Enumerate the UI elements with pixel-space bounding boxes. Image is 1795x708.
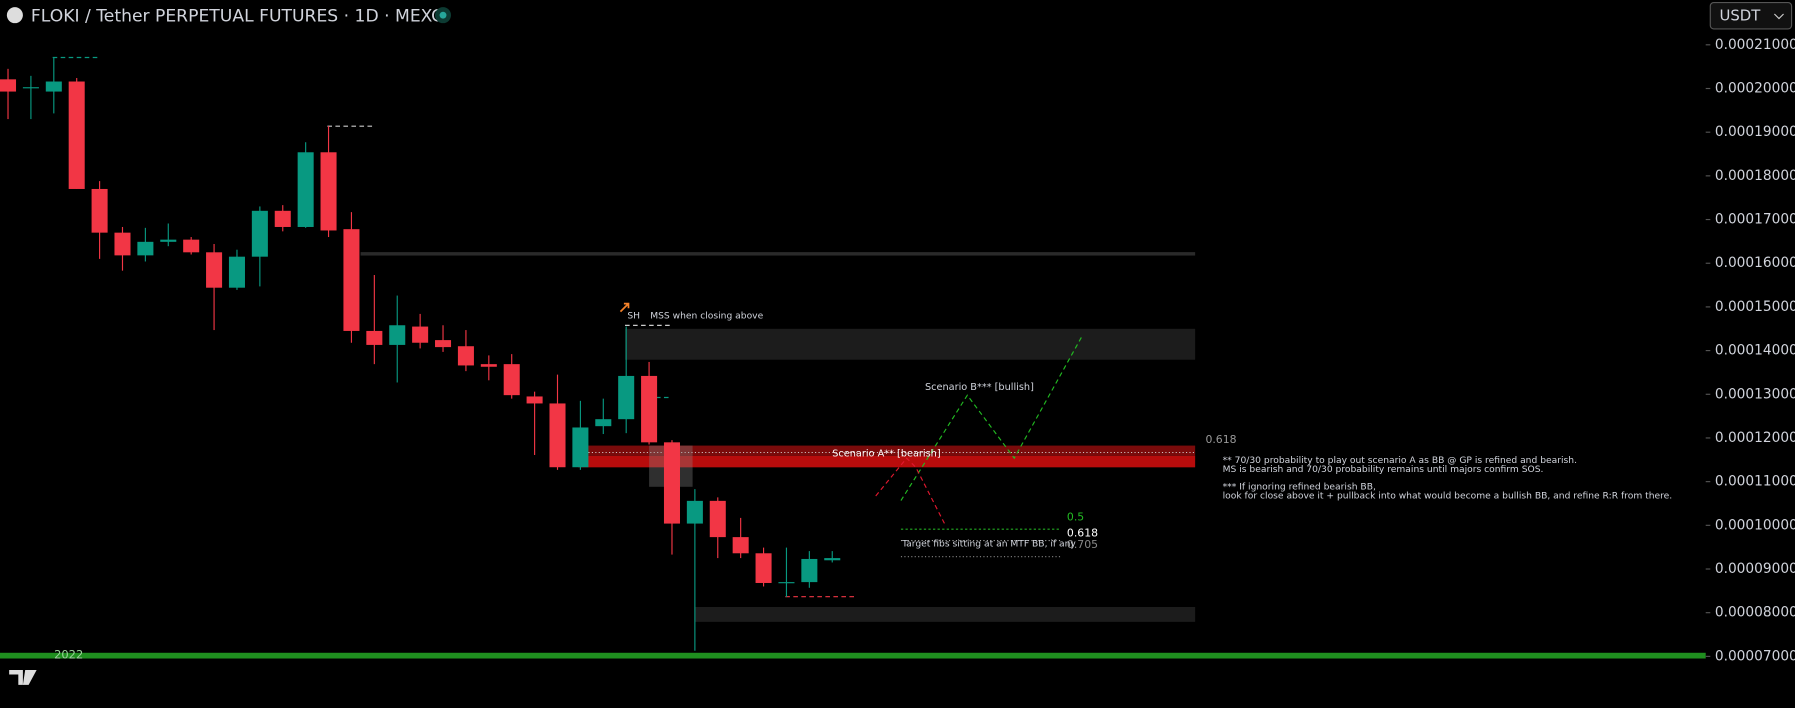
candle-body bbox=[251, 210, 268, 257]
candle-body bbox=[206, 252, 223, 288]
candle-body bbox=[641, 375, 658, 443]
y-tick-label: 0.00019000 bbox=[1715, 124, 1795, 140]
arrow-icon bbox=[619, 302, 630, 313]
candle-body bbox=[801, 558, 818, 583]
annotation: MSS when closing above bbox=[650, 312, 763, 322]
candle-body bbox=[480, 364, 497, 367]
zone-line bbox=[360, 252, 1196, 256]
y-tick-label: 0.00007000 bbox=[1715, 648, 1795, 664]
annotation: 0.5 bbox=[1067, 511, 1084, 524]
candle-body bbox=[137, 241, 154, 256]
tv-logo bbox=[9, 669, 37, 685]
candle-body bbox=[435, 340, 452, 348]
annotation: MS is bearish and 70/30 probability rema… bbox=[1223, 465, 1544, 475]
candle-body bbox=[389, 325, 406, 345]
x-tick-label: 2022 bbox=[54, 648, 83, 662]
candle-body bbox=[526, 396, 543, 404]
candle-body bbox=[297, 152, 314, 227]
y-tick-label: 0.00018000 bbox=[1715, 168, 1795, 184]
annotation: Scenario A** [bearish] bbox=[832, 449, 940, 460]
annotation: 0.705 bbox=[1067, 538, 1098, 551]
y-tick-label: 0.00015000 bbox=[1715, 299, 1795, 315]
candle-body bbox=[22, 87, 39, 89]
candle-body bbox=[618, 375, 635, 420]
candle-body bbox=[824, 558, 841, 561]
candle-body bbox=[274, 210, 291, 227]
candle-body bbox=[343, 229, 360, 331]
candle-body bbox=[91, 188, 108, 233]
zone-red bbox=[578, 445, 1196, 456]
candle-body bbox=[595, 419, 612, 427]
candle-body bbox=[778, 582, 795, 584]
scenario-a-path bbox=[875, 457, 945, 524]
candle-body bbox=[228, 256, 245, 288]
candle-body bbox=[68, 81, 85, 189]
zone-grey bbox=[694, 606, 1196, 622]
annotation: Scenario B*** [bullish] bbox=[925, 382, 1034, 393]
y-tick-label: 0.00016000 bbox=[1715, 255, 1795, 271]
annotation: look for close above it + pullback into … bbox=[1223, 491, 1673, 501]
candle-body bbox=[160, 239, 177, 242]
y-tick-label: 0.00020000 bbox=[1715, 81, 1795, 97]
candle-body bbox=[503, 364, 520, 396]
candle-body bbox=[412, 326, 429, 343]
annotation: *** If ignoring refined bearish BB, bbox=[1223, 482, 1376, 492]
candle-body bbox=[732, 537, 749, 554]
y-tick-label: 0.00021000 bbox=[1715, 37, 1795, 53]
annotation: 0.618 bbox=[1205, 433, 1236, 446]
candle-body bbox=[320, 152, 337, 231]
y-tick-label: 0.00017000 bbox=[1715, 212, 1795, 228]
status-dot-inner bbox=[439, 11, 447, 19]
symbol-logo bbox=[6, 7, 23, 24]
y-tick-label: 0.00012000 bbox=[1715, 430, 1795, 446]
annotation: SH bbox=[627, 312, 640, 322]
currency-dropdown[interactable] bbox=[1709, 1, 1793, 30]
y-tick-label: 0.00008000 bbox=[1715, 605, 1795, 621]
candle-body bbox=[755, 553, 772, 583]
y-tick-label: 0.00009000 bbox=[1715, 561, 1795, 577]
candle-body bbox=[366, 330, 383, 345]
currency-label[interactable]: USDT bbox=[1719, 6, 1761, 24]
y-tick-label: 0.00013000 bbox=[1715, 386, 1795, 402]
dropdown-chevron[interactable] bbox=[1773, 13, 1784, 20]
candle-body bbox=[457, 346, 474, 366]
annotation: 0.618 bbox=[1067, 527, 1098, 540]
zone-red bbox=[578, 455, 1196, 468]
annotation: Target fibs sitting at an MTF BB, if any bbox=[901, 540, 1076, 550]
candle-body bbox=[549, 403, 566, 468]
y-tick-label: 0.00010000 bbox=[1715, 517, 1795, 533]
candle-body bbox=[45, 81, 62, 92]
candle-body bbox=[183, 239, 200, 253]
candle-body bbox=[572, 427, 589, 468]
candle-body bbox=[663, 442, 680, 524]
time-axis-band bbox=[0, 652, 1706, 659]
scenario-b-path bbox=[900, 334, 1084, 501]
candle-body bbox=[709, 500, 726, 538]
y-tick-label: 0.00014000 bbox=[1715, 343, 1795, 359]
chart-title: FLOKI / Tether PERPETUAL FUTURES · 1D · … bbox=[31, 6, 443, 26]
zone-grey bbox=[625, 328, 1196, 360]
annotation: ** 70/30 probability to play out scenari… bbox=[1223, 456, 1577, 466]
candle-body bbox=[114, 232, 131, 256]
candle-body bbox=[686, 500, 703, 524]
y-tick-label: 0.00011000 bbox=[1715, 474, 1795, 490]
candle-body bbox=[0, 79, 17, 92]
